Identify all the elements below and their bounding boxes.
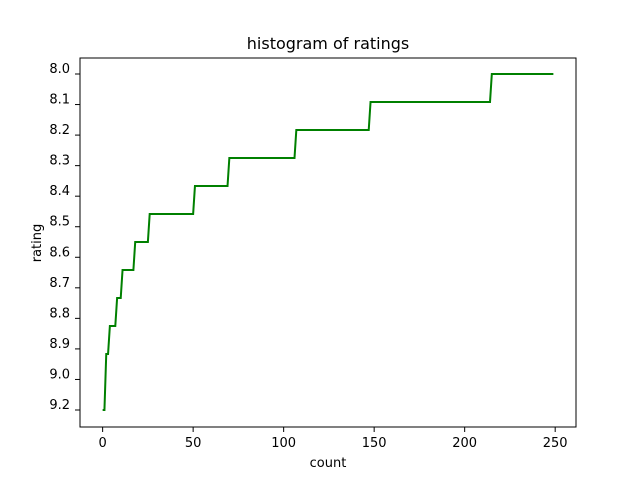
y-tick-label: 8.9	[49, 337, 70, 352]
y-tick-label: 8.6	[49, 245, 70, 260]
y-tick-label: 9.0	[49, 367, 70, 382]
y-axis-label: rating	[30, 224, 45, 263]
x-axis-label: count	[310, 456, 347, 471]
series-group	[102, 73, 554, 411]
x-axis-ticks: 0 50 100 150 200 250	[98, 427, 568, 451]
rating-step-line	[102, 73, 554, 411]
x-tick-label: 250	[543, 436, 568, 451]
plot-frame	[79, 57, 577, 428]
x-tick-label: 100	[271, 436, 296, 451]
y-tick-label: 8.7	[49, 276, 70, 291]
x-tick-label: 200	[452, 436, 477, 451]
chart-title: histogram of ratings	[247, 34, 409, 53]
y-tick-label: 8.5	[49, 215, 70, 230]
y-tick-label: 8.0	[49, 62, 70, 77]
y-tick-label: 8.8	[49, 306, 70, 321]
y-tick-label: 8.1	[49, 93, 70, 108]
x-tick-label: 0	[98, 436, 106, 451]
x-tick-label: 50	[185, 436, 202, 451]
y-axis-ticks: 8.0 8.1 8.2 8.3 8.4 8.5 8.6 8.7 8.8 8.9 9.0 9.2	[49, 62, 80, 413]
y-tick-label: 9.2	[49, 398, 70, 413]
x-tick-label: 150	[362, 436, 387, 451]
y-tick-label: 8.4	[49, 184, 70, 199]
y-tick-label: 8.2	[49, 123, 70, 138]
y-tick-label: 8.3	[49, 154, 70, 169]
